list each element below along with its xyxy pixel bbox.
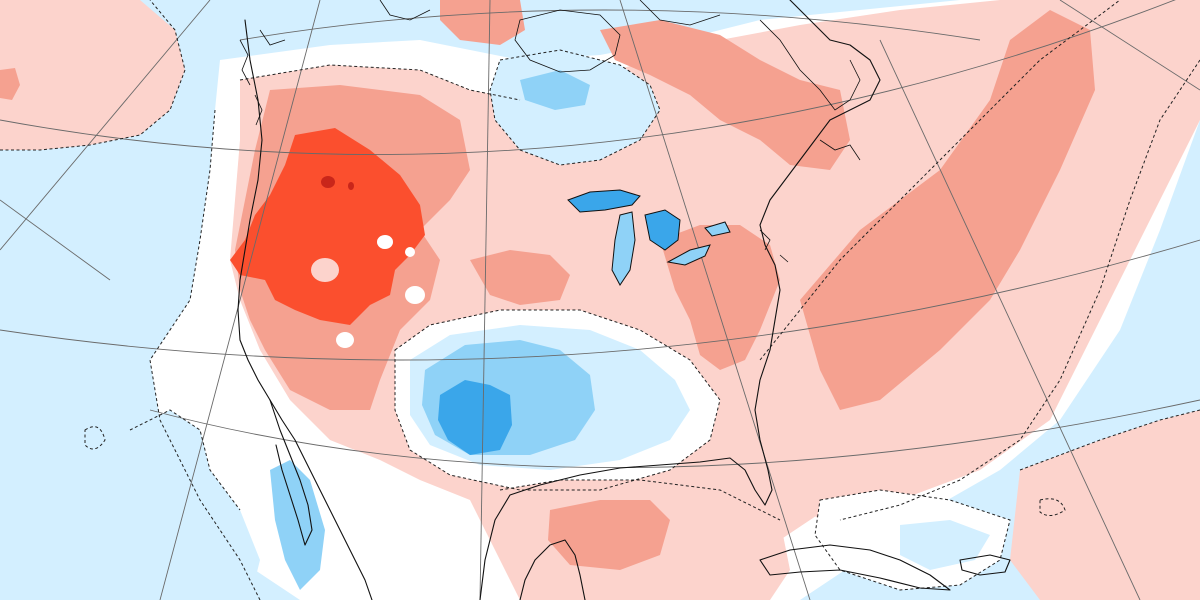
hudson-bay-coastline (514, 9, 621, 73)
coastlines (237, 0, 1011, 600)
great-lakes-moderate-negative (520, 70, 590, 110)
contour-pacific (0, 0, 186, 151)
pacific-moderate-warm (0, 68, 20, 100)
north-moderate-positive (440, 0, 525, 45)
parallel-line-2 (0, 239, 1200, 361)
lake-ontario (704, 221, 731, 237)
arctic-islands (259, 0, 721, 46)
bc-fjords (239, 39, 263, 126)
pacific-coastline (237, 19, 373, 600)
meridian-line-1 (0, 0, 211, 251)
hispaniola-coastline (959, 554, 1011, 576)
neutral-hole-4 (336, 332, 354, 348)
contour-atlantic-outer (839, 59, 1200, 521)
new-england-detail (759, 229, 789, 263)
southern-plains-strong-negative (438, 380, 512, 455)
atlantic-coastline (759, 0, 881, 321)
contour-small-2 (1039, 498, 1066, 516)
gulf-moderate-positive (548, 500, 670, 570)
lake-superior (567, 189, 641, 213)
contour-se-atlantic (1019, 409, 1200, 471)
gulf-coastline (479, 319, 776, 600)
maritimes-detail (819, 139, 861, 161)
meridian-line-4 (619, 0, 811, 600)
parallel-line-1 (0, 0, 1176, 155)
atlantic-moderate-positive (800, 10, 1095, 410)
contour-west-coast (149, 109, 261, 600)
yucatan-coastline (519, 539, 586, 600)
western-us-strong-positive (230, 128, 425, 325)
neutral-hole-5 (405, 247, 415, 257)
central-moderate-positive (470, 250, 570, 305)
neutral-hole-2 (377, 235, 393, 249)
neutral-hole-3 (405, 286, 425, 304)
contour-caribbean (814, 489, 1011, 591)
canada-moderate-positive (600, 20, 850, 170)
labrador-coastline (759, 19, 861, 111)
contour-west-us (239, 64, 521, 101)
lake-michigan (611, 211, 636, 286)
meridian-line-7 (0, 199, 111, 281)
contour-atlantic-inner (759, 0, 1121, 361)
meridian-line-6 (1059, 0, 1200, 91)
extreme-positive-core-2 (348, 182, 354, 190)
lake-huron (644, 209, 681, 251)
meridian-line-3 (479, 0, 491, 600)
neutral-hole-1 (311, 258, 339, 282)
cuba-coastline (759, 544, 951, 591)
parallel-line-4 (239, 9, 981, 41)
parallel-line-3 (149, 399, 1200, 469)
contour-mexico (129, 409, 241, 511)
lake-erie (666, 244, 711, 266)
pacific-warm-region (0, 0, 185, 150)
caribbean-weak-negative (900, 520, 990, 570)
meridian-line-2 (159, 0, 321, 600)
great-lakes (567, 189, 731, 286)
contour-small-1 (84, 426, 106, 450)
coastal-detail (239, 39, 861, 263)
se-atlantic-weak-positive (1010, 410, 1200, 600)
contour-south-plains (394, 309, 721, 491)
meridian-line-5 (879, 39, 1141, 600)
baja-coastline (269, 399, 313, 546)
contour-great-lakes (489, 49, 661, 166)
baja-moderate-negative (270, 460, 325, 590)
contour-gulf (499, 479, 781, 521)
extreme-positive-core-1 (321, 176, 335, 188)
